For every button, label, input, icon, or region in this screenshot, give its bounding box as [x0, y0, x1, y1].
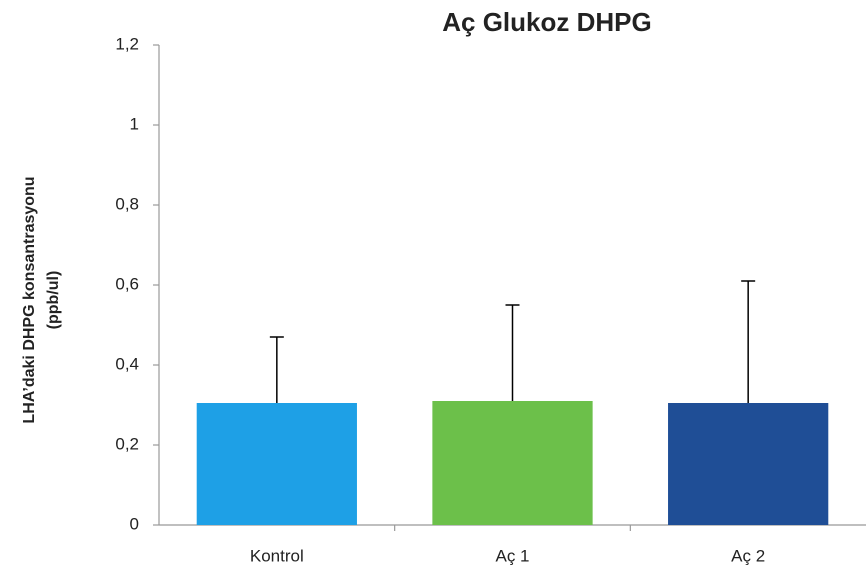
- bar: [432, 401, 593, 525]
- bar: [668, 403, 829, 525]
- x-tick-label: Aç 1: [495, 546, 529, 565]
- x-tick-label: Aç 2: [731, 546, 765, 565]
- y-tick-label: 0,4: [115, 354, 139, 373]
- y-tick-label: 0,8: [115, 194, 139, 213]
- y-tick-label: 1,2: [115, 34, 139, 53]
- y-tick-label: 1: [130, 114, 139, 133]
- bar: [196, 403, 357, 525]
- y-axis-label: (ppb/ul): [45, 271, 62, 330]
- y-tick-label: 0: [130, 514, 139, 533]
- y-tick-label: 0,6: [115, 274, 139, 293]
- y-tick-label: 0,2: [115, 434, 139, 453]
- x-tick-label: Kontrol: [250, 546, 304, 565]
- chart-title: Aç Glukoz DHPG: [442, 7, 651, 37]
- y-axis-label: LHA’daki DHPG konsantrasyonu: [21, 176, 38, 423]
